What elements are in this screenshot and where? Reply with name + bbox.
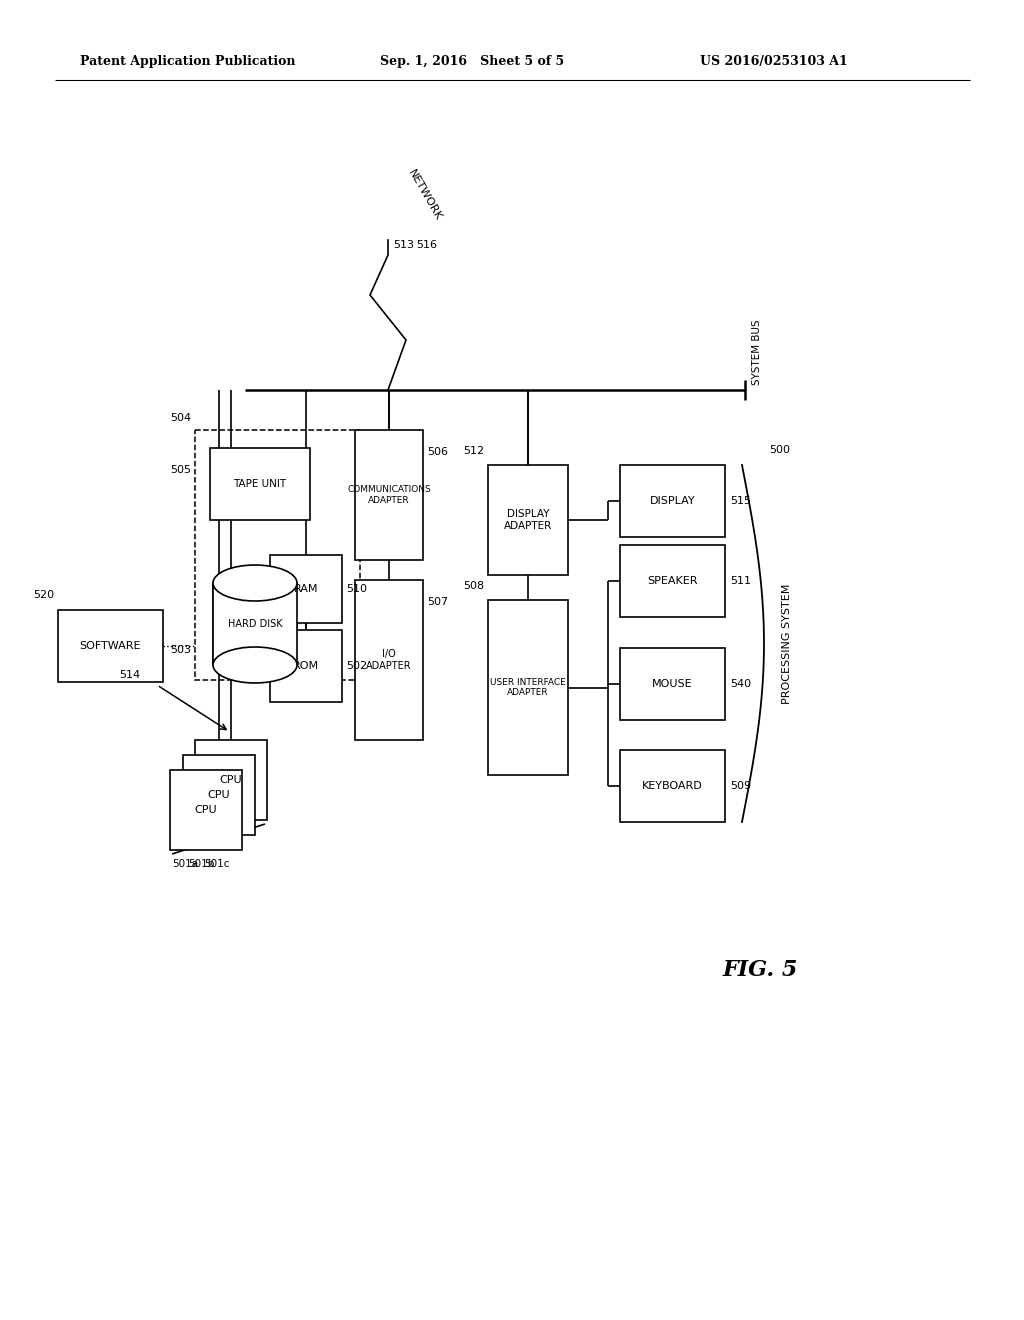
Text: 514: 514 [119, 671, 140, 680]
Ellipse shape [213, 565, 297, 601]
Bar [58, 610, 163, 682]
Bar [488, 601, 568, 775]
Text: 500: 500 [769, 445, 790, 455]
Text: KEYBOARD: KEYBOARD [642, 781, 702, 791]
Text: DISPLAY
ADAPTER: DISPLAY ADAPTER [504, 510, 552, 531]
Text: 520: 520 [33, 590, 54, 601]
Text: 510: 510 [346, 583, 367, 594]
Text: COMMUNICATIONS
ADAPTER: COMMUNICATIONS ADAPTER [347, 486, 431, 504]
Bar [195, 741, 267, 820]
Text: 508: 508 [463, 581, 484, 591]
Bar [620, 750, 725, 822]
Text: NETWORK: NETWORK [406, 168, 443, 222]
Text: US 2016/0253103 A1: US 2016/0253103 A1 [700, 55, 848, 69]
Text: 501c: 501c [204, 859, 229, 869]
Bar [620, 545, 725, 616]
Text: FIG. 5: FIG. 5 [722, 960, 798, 981]
Bar [210, 447, 310, 520]
Text: SOFTWARE: SOFTWARE [80, 642, 141, 651]
Bar [355, 430, 423, 560]
Text: SYSTEM BUS: SYSTEM BUS [752, 319, 762, 385]
Bar [170, 770, 242, 850]
Text: CPU: CPU [195, 805, 217, 814]
Bar [213, 583, 297, 665]
Bar [270, 554, 342, 623]
Text: Sep. 1, 2016   Sheet 5 of 5: Sep. 1, 2016 Sheet 5 of 5 [380, 55, 564, 69]
Text: 511: 511 [730, 576, 751, 586]
Text: 505: 505 [170, 465, 191, 475]
Text: 501a: 501a [172, 859, 198, 869]
Text: USER INTERFACE
ADAPTER: USER INTERFACE ADAPTER [490, 677, 566, 697]
Text: ROM: ROM [293, 661, 319, 671]
Text: 504: 504 [170, 413, 191, 422]
Text: 507: 507 [427, 597, 449, 607]
Text: SPEAKER: SPEAKER [647, 576, 697, 586]
Text: HARD DISK: HARD DISK [227, 619, 283, 630]
Bar [183, 755, 255, 836]
Text: 501b: 501b [188, 859, 214, 869]
Text: PROCESSING SYSTEM: PROCESSING SYSTEM [782, 583, 792, 704]
Text: 515: 515 [730, 496, 751, 506]
Text: TAPE UNIT: TAPE UNIT [233, 479, 287, 488]
Text: MOUSE: MOUSE [652, 678, 693, 689]
Text: 540: 540 [730, 678, 752, 689]
Text: CPU: CPU [220, 775, 243, 785]
Ellipse shape [213, 647, 297, 682]
Text: RAM: RAM [294, 583, 318, 594]
Text: CPU: CPU [208, 789, 230, 800]
Text: 509: 509 [730, 781, 752, 791]
Text: 502: 502 [346, 661, 368, 671]
Bar [488, 465, 568, 576]
Bar [620, 465, 725, 537]
Bar [270, 630, 342, 702]
Text: DISPLAY: DISPLAY [649, 496, 695, 506]
Text: I/O
ADAPTER: I/O ADAPTER [367, 649, 412, 671]
Text: 503: 503 [170, 645, 191, 655]
Bar [355, 579, 423, 741]
Text: 516: 516 [416, 240, 437, 249]
Bar [620, 648, 725, 719]
Bar [195, 430, 360, 680]
Text: 512: 512 [463, 446, 484, 455]
Text: 513: 513 [393, 240, 414, 249]
Text: 506: 506 [427, 447, 449, 457]
Text: Patent Application Publication: Patent Application Publication [80, 55, 296, 69]
